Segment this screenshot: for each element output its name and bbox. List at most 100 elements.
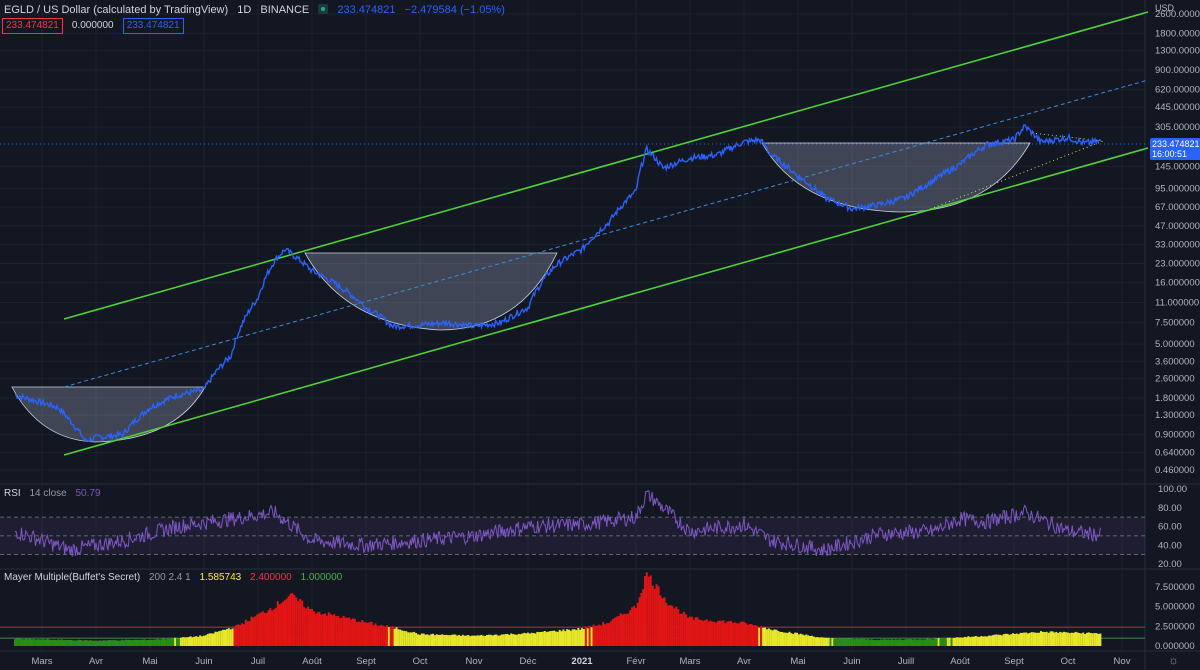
- interval-label[interactable]: 1D: [237, 4, 252, 16]
- time-axis-tick: 2021: [571, 656, 593, 667]
- mayer-bar: [59, 639, 62, 646]
- channel-upper-line[interactable]: [63, 11, 1149, 320]
- price-line[interactable]: [14, 124, 1101, 443]
- mayer-bar: [329, 613, 332, 646]
- mayer-bar: [649, 575, 652, 646]
- mayer-bar: [530, 632, 533, 646]
- mayer-bar: [17, 638, 20, 646]
- mayer-bar: [807, 635, 810, 646]
- mayer-bar: [965, 637, 968, 646]
- mayer-bar: [363, 622, 366, 646]
- mayer-bar: [1041, 631, 1044, 646]
- mayer-bar: [939, 638, 942, 646]
- mayer-bar: [919, 639, 921, 646]
- mayer-bar: [564, 631, 567, 646]
- mayer-bar: [629, 610, 632, 646]
- mayer-bar: [378, 625, 381, 646]
- mayer-bar: [718, 620, 721, 646]
- mayer-bar: [409, 632, 412, 646]
- mayer-bar: [581, 628, 583, 646]
- mayer-bar: [83, 640, 86, 646]
- rsi-axis-tick: 100.00: [1158, 484, 1187, 495]
- mayer-bar: [737, 623, 740, 646]
- mayer-bar: [415, 633, 418, 646]
- mayer-bar: [117, 640, 120, 646]
- mayer-bar: [482, 635, 485, 646]
- mayer-bar: [1045, 631, 1048, 646]
- mayer-bar: [976, 636, 979, 646]
- rsi-pane[interactable]: [0, 490, 1145, 557]
- mayer-bar: [956, 637, 959, 646]
- mayer-bar: [608, 623, 610, 646]
- mayer-bar: [582, 629, 585, 646]
- symbol-legend[interactable]: EGLD / US Dollar (calculated by TradingV…: [4, 4, 511, 16]
- currency-label[interactable]: USD: [1155, 3, 1175, 13]
- mayer-bar: [454, 634, 457, 646]
- mayer-bar: [851, 639, 854, 646]
- mayer-bar: [726, 621, 729, 646]
- mayer-bar: [792, 634, 795, 646]
- mayer-bar: [233, 626, 236, 646]
- mayer-bar: [995, 634, 998, 646]
- mayer-bar: [764, 627, 766, 646]
- mayer-bar: [946, 637, 949, 646]
- mayer-bar: [49, 639, 52, 646]
- rsi-legend[interactable]: RSI 14 close 50.79: [4, 488, 107, 499]
- mayer-bar: [325, 615, 328, 646]
- mayer-bar: [659, 595, 662, 646]
- mayer-bar: [638, 597, 641, 646]
- mayer-bar: [89, 640, 92, 646]
- price-axis-tick: 2600.000000: [1155, 9, 1200, 20]
- mayer-bar: [405, 631, 408, 646]
- mayer-bar: [739, 622, 742, 646]
- price-axis-tick: 11.000000: [1155, 297, 1199, 308]
- mayer-bar: [139, 639, 142, 646]
- mayer-bar: [874, 640, 877, 646]
- mayer-bar: [357, 621, 360, 646]
- mayer-bar: [894, 639, 897, 646]
- channel-mid-line[interactable]: [63, 79, 1149, 388]
- mayer-bar: [474, 635, 477, 646]
- mayer-bar: [978, 636, 981, 646]
- mayer-bar: [754, 625, 757, 646]
- channel-lower-line[interactable]: [63, 147, 1149, 456]
- mayer-bar: [386, 625, 388, 646]
- triangle-pattern[interactable]: [927, 132, 1104, 211]
- settings-gear-icon[interactable]: ☼: [1168, 653, 1179, 667]
- rsi-line[interactable]: [14, 490, 1101, 557]
- price-pane[interactable]: [0, 11, 1149, 456]
- mayer-bar: [1036, 632, 1039, 646]
- mayer-bar: [106, 640, 109, 646]
- mayer-bar: [1008, 634, 1011, 646]
- current-price-value: 233.474821: [1152, 139, 1200, 149]
- mayer-bar: [309, 608, 311, 646]
- mayer-bar: [79, 639, 82, 646]
- mayer-bar: [913, 639, 916, 646]
- price-axis-tick: 620.000000: [1155, 85, 1200, 96]
- mayer-bar: [214, 631, 217, 646]
- mayer-bar: [1093, 633, 1096, 646]
- mayer-bar: [1034, 632, 1037, 646]
- mayer-bar: [143, 639, 146, 646]
- mayer-bar: [551, 630, 554, 646]
- mayer-bar: [773, 629, 776, 646]
- mayer-bar: [898, 639, 901, 646]
- mayer-bar: [397, 629, 400, 646]
- mayer-bar: [846, 638, 849, 646]
- mayer-bar: [399, 629, 402, 646]
- mayer-bar: [553, 630, 556, 646]
- mayer-bar: [206, 633, 209, 646]
- mayer-axis-tick: 0.000000: [1155, 641, 1195, 652]
- mayer-bar: [512, 634, 515, 646]
- mayer-pane[interactable]: [0, 572, 1145, 646]
- mayer-bar: [892, 639, 895, 646]
- time-axis-tick: Août: [302, 656, 322, 667]
- mayer-bar: [366, 622, 369, 646]
- mayer-bar: [21, 639, 24, 646]
- cup-pattern-shape[interactable]: [761, 142, 1031, 213]
- mayer-bar: [96, 640, 99, 646]
- mayer-bar: [958, 637, 961, 646]
- mayer-legend[interactable]: Mayer Multiple(Buffet's Secret) 200 2.4 …: [4, 572, 348, 583]
- mayer-bar: [445, 634, 448, 646]
